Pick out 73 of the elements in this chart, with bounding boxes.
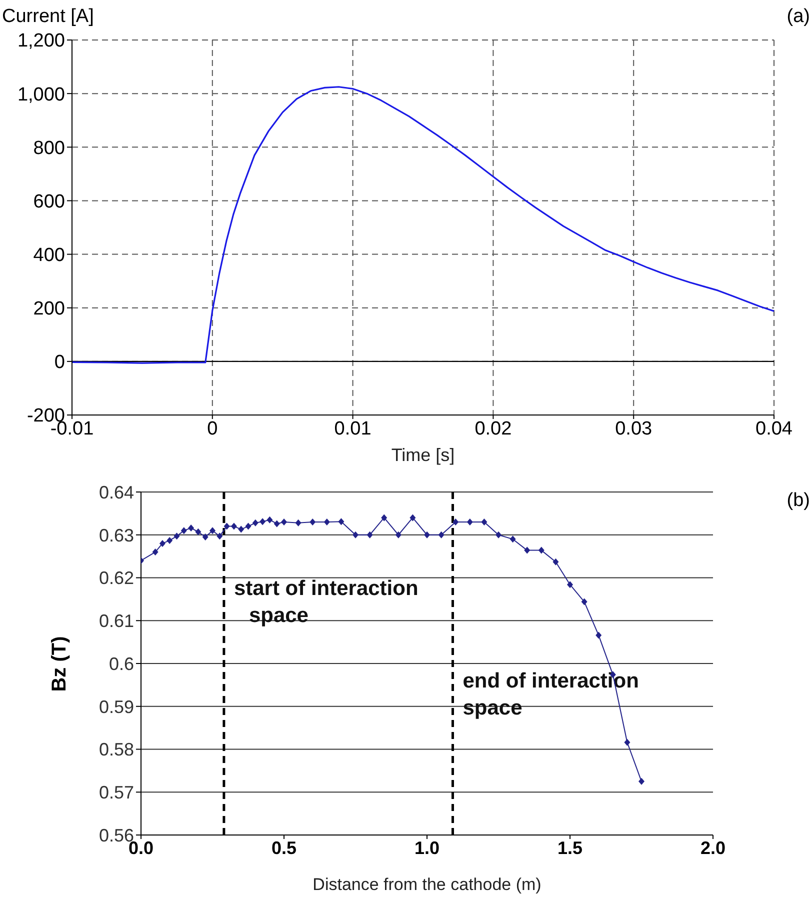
y-tick-label: 0.61 — [98, 611, 134, 632]
x-tick-label: 0.02 — [474, 418, 512, 440]
x-axis-title: Time [s] — [391, 445, 455, 465]
point — [366, 531, 373, 538]
point — [466, 518, 473, 526]
point — [410, 514, 416, 522]
point — [216, 532, 223, 540]
point — [496, 531, 502, 538]
point — [638, 778, 644, 785]
point — [210, 527, 216, 534]
point — [166, 536, 173, 544]
point — [252, 519, 258, 526]
x-tick-label: 0.5 — [271, 838, 297, 858]
y-tick-label: 0.57 — [98, 782, 134, 803]
point — [260, 518, 266, 526]
y-tick-label: 0.58 — [98, 740, 134, 760]
x-axis-title: Distance from the cathode (m) — [312, 875, 542, 894]
point — [538, 546, 544, 554]
point — [159, 540, 166, 547]
y-tick-label: 1,000 — [17, 84, 65, 106]
x-tick-label: 0.03 — [615, 418, 652, 440]
point — [352, 531, 358, 538]
point — [180, 527, 187, 534]
point — [324, 518, 330, 526]
point — [338, 518, 344, 526]
point — [567, 581, 573, 588]
x-tick-label: 1.5 — [557, 838, 583, 858]
y-tick-label: 800 — [33, 138, 65, 159]
y-tick-label: 200 — [33, 298, 65, 320]
point — [310, 518, 316, 526]
x-tick-label: 0.04 — [756, 418, 793, 440]
point — [188, 524, 194, 532]
point — [230, 522, 237, 530]
point — [224, 522, 230, 530]
text: (b) — [786, 490, 810, 512]
point — [152, 548, 158, 556]
point — [552, 558, 559, 566]
point — [438, 531, 444, 538]
y-axis-title: Bz (T) — [48, 636, 72, 692]
y-tick-label: 600 — [33, 191, 65, 212]
x-tick-label: 0 — [207, 418, 218, 440]
y-axis-title: Current [A] — [2, 6, 94, 28]
x-tick-label: 1.0 — [414, 838, 440, 858]
point — [424, 531, 430, 538]
point — [624, 738, 630, 746]
point — [524, 546, 530, 554]
point — [581, 598, 588, 606]
point — [195, 528, 202, 536]
y-tick-label: 0.62 — [98, 568, 134, 588]
x-tick-label: 0.01 — [334, 418, 372, 440]
point — [510, 536, 516, 543]
point — [238, 526, 244, 533]
point — [245, 522, 252, 530]
point — [274, 520, 280, 528]
point — [596, 632, 602, 639]
point — [174, 532, 180, 540]
point — [481, 518, 488, 526]
point — [266, 516, 273, 524]
point — [381, 514, 388, 522]
x-tick-label: 2.0 — [700, 838, 726, 858]
y-tick-label: 400 — [33, 245, 65, 266]
y-tick-label: 0.64 — [98, 482, 134, 502]
y-tick-label: 0.6 — [108, 654, 134, 674]
point — [395, 531, 402, 538]
y-tick-label: 0.63 — [98, 525, 134, 546]
point — [452, 518, 459, 526]
text: (a) — [786, 6, 810, 28]
y-tick-label: 0 — [54, 352, 65, 374]
point — [202, 534, 208, 541]
point — [295, 519, 302, 526]
point — [281, 518, 287, 526]
y-tick-label: 0.59 — [98, 696, 134, 717]
y-tick-label: 1,200 — [17, 30, 65, 52]
